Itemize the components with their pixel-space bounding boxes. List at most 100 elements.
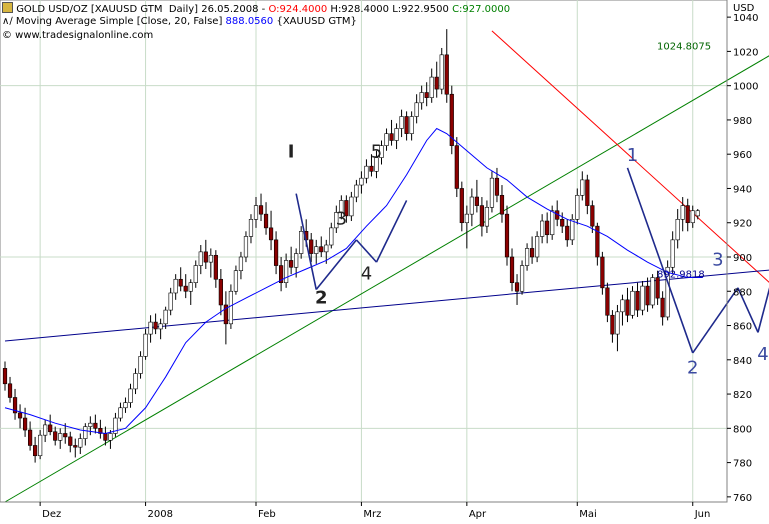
wave-label-3: 4 [361, 263, 372, 284]
candle-body-73 [369, 165, 374, 172]
y-tick-label-760: 760 [733, 493, 752, 504]
candle-body-107 [540, 220, 545, 237]
open-value: O:924.4000 [268, 4, 328, 15]
gold-icon [2, 2, 13, 13]
candle-body-91 [459, 188, 464, 224]
wave-segment-3 [375, 200, 408, 263]
candle-body-61 [309, 239, 314, 254]
candle-body-75 [379, 145, 384, 158]
moving-average-line [4, 127, 703, 434]
y-tick-label-980: 980 [733, 116, 752, 127]
wave-segment-6 [737, 287, 759, 333]
candle-body-40 [203, 251, 208, 263]
candle-body-0 [2, 368, 8, 385]
candle-body-116 [585, 179, 590, 206]
candle-body-82 [414, 102, 419, 117]
chart-header-line-1: GOLD USD/OZ [XAUUSD GTM Daily] 26.05.200… [2, 2, 510, 16]
candle-body-125 [630, 290, 635, 316]
candle-body-56 [284, 260, 289, 283]
candle-body-47 [238, 256, 244, 272]
candle-body-62 [314, 246, 319, 254]
y-tick-label-1000: 1000 [733, 82, 758, 93]
wave-label-1: 2 [315, 287, 328, 308]
candle-body-79 [399, 116, 404, 129]
chart-header-line-3: © www.tradesignalonline.com [2, 30, 153, 42]
candle-body-12 [63, 433, 68, 438]
y-axis-unit-label: USD [733, 3, 755, 14]
candle-body-68 [344, 200, 349, 217]
candle-body-7 [38, 434, 43, 457]
candle-body-59 [299, 230, 304, 254]
candle-body-31 [158, 323, 163, 330]
candle-body-115 [580, 179, 585, 196]
candle-body-123 [620, 299, 625, 313]
candle-body-65 [329, 227, 334, 246]
candle-body-32 [163, 309, 168, 325]
candle-body-76 [384, 133, 389, 146]
candle-body-112 [565, 225, 570, 241]
x-tick-label-5: Mai [579, 509, 597, 520]
candle-body-25 [128, 388, 133, 403]
candle-body-83 [419, 92, 424, 104]
candle-body-108 [545, 220, 550, 236]
wave-label-4: 5 [371, 142, 382, 163]
candle-body-15 [78, 438, 83, 448]
candle-body-136 [685, 205, 690, 224]
candle-body-14 [73, 445, 78, 448]
candle-body-103 [519, 265, 525, 292]
candle-body-24 [123, 402, 128, 409]
symbol-label: GOLD USD/OZ [XAUUSD GTM Daily] 26.05.200… [16, 4, 266, 15]
y-tick-label-860: 860 [733, 322, 752, 333]
candle-body-70 [354, 184, 359, 198]
candle-body-88 [444, 54, 449, 95]
candle-body-84 [424, 92, 429, 98]
candle-body-130 [655, 277, 660, 299]
candle-body-11 [58, 433, 63, 441]
y-tick-label-920: 920 [733, 219, 752, 230]
candle-body-46 [233, 270, 239, 292]
candle-body-23 [118, 407, 123, 419]
wave-segment-5 [692, 287, 739, 354]
candle-body-10 [53, 431, 58, 441]
candle-body-124 [625, 299, 630, 316]
candle-body-94 [474, 196, 479, 206]
candle-body-100 [504, 213, 510, 258]
candle-body-57 [289, 260, 294, 268]
candle-body-43 [218, 278, 223, 306]
candle-body-45 [228, 290, 234, 325]
candle-body-133 [670, 239, 675, 268]
candle-body-118 [595, 225, 600, 258]
candle-body-50 [253, 205, 259, 220]
trend-line-uptrend [4, 55, 769, 503]
candle-body-81 [409, 116, 414, 134]
candle-body-137 [690, 210, 695, 224]
candle-body-111 [560, 219, 565, 227]
wave-segment-0 [295, 193, 318, 290]
candle-body-52 [263, 213, 269, 229]
candle-body-129 [650, 277, 655, 306]
candle-body-131 [660, 297, 665, 318]
candle-body-132 [665, 266, 670, 318]
support-value-label: 892.9818 [657, 270, 705, 281]
candle-body-49 [248, 219, 254, 237]
y-tick-label-880: 880 [733, 287, 752, 298]
candle-body-8 [43, 424, 48, 436]
candle-body-54 [273, 239, 279, 266]
candle-body-99 [499, 195, 505, 215]
candle-body-20 [103, 433, 108, 441]
candle-body-77 [389, 133, 394, 141]
candle-body-27 [138, 356, 143, 374]
candle-body-96 [484, 207, 490, 227]
wave-label-2: 3 [336, 208, 347, 229]
candle-body-101 [509, 256, 515, 283]
ma-value: 888.0560 [225, 16, 274, 27]
candle-body-122 [615, 311, 620, 335]
candle-body-36 [183, 285, 188, 292]
candle-body-13 [68, 436, 73, 446]
candle-body-120 [605, 287, 610, 316]
wave-segment-7 [757, 287, 769, 333]
x-tick-label-0: Dez [42, 509, 61, 520]
wave-label-7: 3 [712, 250, 723, 271]
